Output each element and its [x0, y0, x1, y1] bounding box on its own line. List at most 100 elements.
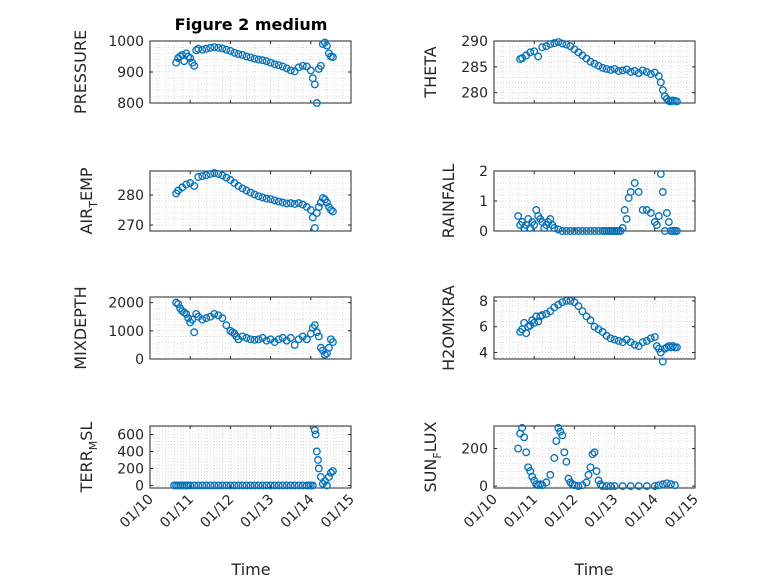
data-point: [654, 481, 663, 490]
series-sun_flux: [514, 423, 679, 491]
data-point: [634, 482, 643, 491]
data-point: [646, 209, 655, 217]
data-point: [618, 338, 627, 347]
data-point: [298, 200, 307, 209]
data-point: [278, 62, 287, 71]
data-point: [290, 481, 299, 490]
data-point: [566, 227, 575, 235]
data-point: [638, 338, 647, 347]
data-point: [588, 450, 597, 459]
data-point: [234, 50, 243, 58]
data-point: [324, 473, 333, 481]
data-point: [658, 357, 667, 366]
data-point: [190, 61, 199, 70]
data-point: [214, 170, 223, 178]
y-tick-label: 270: [117, 218, 144, 234]
data-point: [590, 448, 599, 457]
data-point: [286, 66, 295, 75]
data-point: [186, 481, 195, 490]
y-tick-label: 0: [479, 479, 488, 495]
data-point: [562, 296, 571, 305]
data-point: [320, 350, 329, 359]
data-point: [594, 476, 603, 485]
data-point: [514, 444, 523, 453]
data-point: [570, 481, 579, 490]
data-point: [316, 61, 325, 70]
data-point: [172, 58, 181, 67]
data-point: [606, 65, 615, 74]
data-point: [198, 172, 207, 181]
data-point: [274, 197, 283, 206]
data-point: [622, 215, 631, 223]
y-tick-label: 200: [117, 461, 144, 477]
subplot-mixdepth: 0 1000 2000 MIXDEPTH: [71, 286, 352, 370]
data-point: [266, 195, 275, 204]
data-point: [262, 57, 271, 66]
data-point: [246, 481, 255, 490]
data-point: [322, 198, 331, 207]
data-point: [242, 52, 251, 61]
figure-title: Figure 2 medium: [175, 15, 328, 34]
data-point: [582, 478, 591, 487]
data-point: [180, 57, 189, 66]
data-point: [226, 46, 235, 55]
data-point: [238, 332, 247, 341]
data-point: [328, 338, 337, 347]
y-tick-label: 0: [135, 478, 144, 494]
data-point: [194, 173, 203, 181]
data-point: [558, 431, 567, 440]
data-point: [642, 336, 651, 345]
data-point: [314, 203, 323, 211]
data-point: [222, 173, 231, 182]
data-point: [610, 64, 619, 73]
data-point: [322, 481, 331, 490]
data-point: [222, 45, 231, 54]
data-point: [634, 188, 643, 196]
data-point: [312, 99, 321, 107]
data-point: [230, 481, 239, 490]
y-tick-label: 1: [479, 194, 488, 210]
data-point: [294, 481, 303, 490]
series-terr_msl: [170, 426, 337, 490]
data-point: [594, 325, 603, 334]
data-point: [530, 476, 539, 485]
axes-box-air_temp: [149, 170, 352, 232]
data-point: [318, 194, 327, 202]
data-point: [190, 328, 199, 337]
y-tick-label: 0: [135, 352, 144, 368]
data-point: [324, 343, 333, 352]
y-axis-label-sun_flux: SUNFLUX: [421, 421, 444, 492]
data-point: [586, 227, 595, 235]
data-point: [298, 61, 307, 70]
data-point: [318, 40, 327, 49]
data-point: [194, 44, 203, 53]
y-axis-label-h2omixra: H2OMIXRA: [439, 285, 458, 371]
data-point: [622, 65, 631, 74]
data-point: [642, 482, 651, 491]
data-point: [556, 427, 565, 436]
data-point: [320, 477, 329, 486]
data-point: [222, 481, 231, 490]
data-point: [242, 481, 251, 490]
series-air_temp: [172, 169, 337, 232]
data-point: [522, 448, 531, 457]
data-point: [182, 180, 191, 189]
data-point: [528, 472, 537, 481]
data-point: [250, 54, 259, 63]
data-point: [176, 52, 185, 61]
y-tick-label: 6: [479, 320, 488, 336]
y-tick-label: 200: [461, 442, 488, 458]
data-point: [602, 331, 611, 340]
data-point: [218, 314, 227, 323]
data-point: [228, 328, 237, 337]
y-tick-label: 2: [479, 164, 488, 180]
axes-box-sun_flux: [493, 425, 696, 489]
data-point: [294, 63, 303, 72]
data-point: [558, 227, 567, 235]
data-point: [322, 41, 331, 50]
y-axis-label-air_temp: AIRTEMP: [77, 167, 100, 234]
data-point: [258, 481, 267, 490]
data-point: [590, 322, 599, 331]
data-point: [558, 39, 567, 48]
data-point: [180, 308, 189, 317]
